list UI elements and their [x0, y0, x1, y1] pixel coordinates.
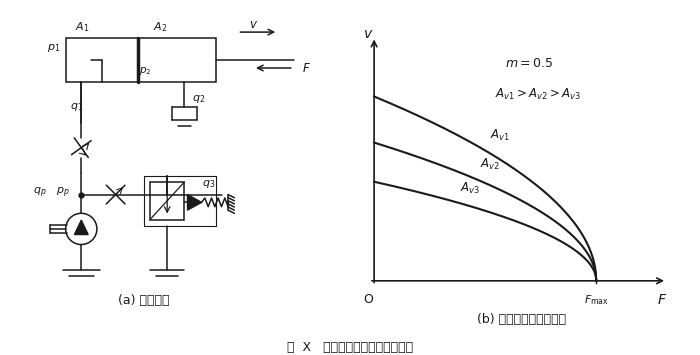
Text: $A_2$: $A_2$ — [153, 21, 167, 34]
Text: $v$: $v$ — [248, 18, 258, 31]
Text: (a) 调速回路: (a) 调速回路 — [118, 294, 169, 307]
Text: $F$: $F$ — [302, 61, 310, 75]
Text: $A_1$: $A_1$ — [75, 21, 90, 34]
Polygon shape — [188, 195, 202, 210]
Text: $q_3$: $q_3$ — [202, 178, 215, 190]
Bar — [144, 176, 216, 226]
Text: $p_p$: $p_p$ — [56, 186, 70, 200]
Text: $A_{v1}$: $A_{v1}$ — [490, 128, 510, 143]
Text: $q_1$: $q_1$ — [70, 101, 83, 113]
Text: 图  X   节流阀的进口节流调速回路: 图 X 节流阀的进口节流调速回路 — [287, 342, 413, 354]
Bar — [144, 176, 216, 226]
Bar — [66, 38, 137, 82]
Text: $q_p$: $q_p$ — [33, 186, 46, 200]
Text: $F_{\mathrm{max}}$: $F_{\mathrm{max}}$ — [584, 294, 609, 307]
Text: O: O — [363, 294, 372, 306]
Text: $A_{v1}>A_{v2}>A_{v3}$: $A_{v1}>A_{v2}>A_{v3}$ — [496, 87, 581, 102]
Bar — [137, 38, 216, 82]
Text: $p_1$: $p_1$ — [47, 42, 60, 54]
Text: (b) 速度－负载特性曲线: (b) 速度－负载特性曲线 — [477, 313, 566, 326]
Text: $p_2$: $p_2$ — [139, 65, 151, 77]
Bar — [150, 182, 184, 219]
Circle shape — [66, 213, 97, 245]
Text: $F$: $F$ — [657, 294, 667, 307]
Text: $A_{v2}$: $A_{v2}$ — [480, 157, 500, 172]
Text: $A_{v3}$: $A_{v3}$ — [460, 181, 480, 196]
Text: $q_2$: $q_2$ — [193, 93, 205, 105]
Polygon shape — [74, 220, 88, 235]
Text: $m = 0.5$: $m = 0.5$ — [505, 57, 554, 70]
Text: $v$: $v$ — [363, 27, 373, 41]
